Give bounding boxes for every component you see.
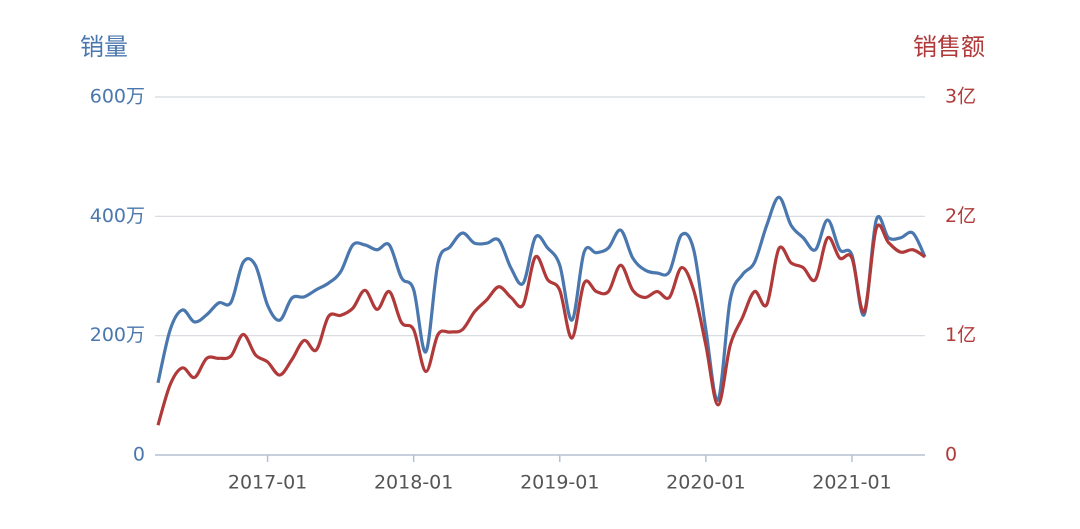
x-tick-label: 2019-01 (520, 472, 599, 494)
x-tick-label: 2018-01 (374, 472, 453, 494)
y-tick-label: 200万 (90, 324, 145, 346)
x-tick-label: 2017-01 (228, 472, 307, 494)
line-series (156, 195, 927, 402)
y2-tick-label: 2亿 (945, 205, 976, 227)
y-tick-label: 400万 (90, 205, 145, 227)
y2-tick-label: 1亿 (945, 324, 976, 346)
x-tick-label: 2021-01 (812, 472, 891, 494)
y-tick-label: 0 (133, 444, 145, 466)
y2-tick-label: 3亿 (945, 86, 976, 108)
line-series (156, 223, 926, 426)
y2-axis-title: 销售额 (913, 33, 985, 61)
y-axis-title: 销量 (80, 33, 128, 61)
y-tick-label: 600万 (90, 86, 145, 108)
x-tick-label: 2020-01 (666, 472, 745, 494)
y2-tick-label: 0 (945, 444, 957, 466)
